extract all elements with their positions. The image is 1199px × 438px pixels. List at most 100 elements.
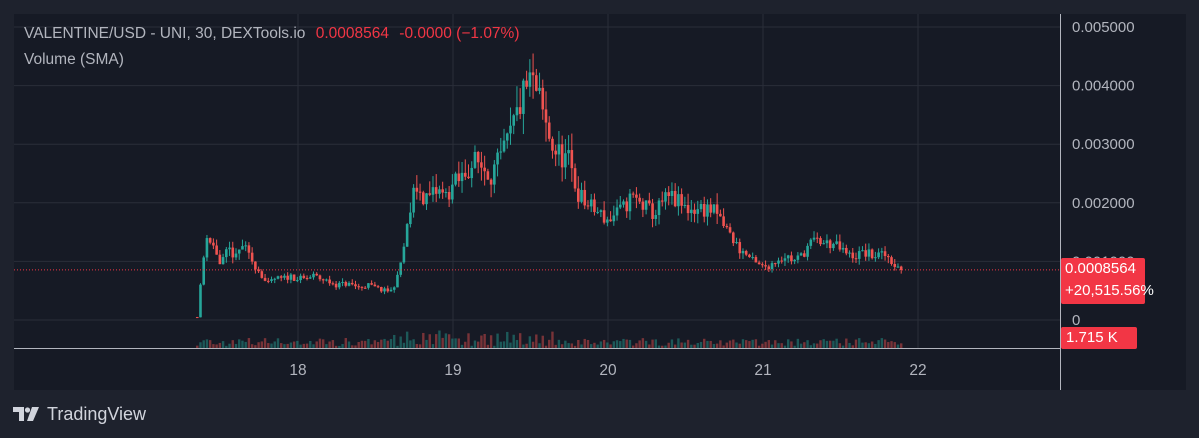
candle-body	[825, 240, 829, 244]
candle-body	[573, 168, 577, 189]
volume-bar	[890, 341, 893, 348]
candle-body	[602, 210, 606, 223]
candle-body	[283, 275, 286, 278]
volume-bar	[341, 344, 344, 348]
volume-bar	[328, 341, 331, 348]
volume-bar	[244, 341, 247, 348]
volume-bar	[393, 334, 396, 348]
volume-bar	[599, 341, 603, 348]
candle-body	[641, 201, 645, 210]
last-price-value: 0.0008564	[1065, 260, 1136, 277]
legend-symbol[interactable]: VALENTINE/USD - UNI, 30, DEXTools.io	[24, 25, 306, 42]
candle-body	[754, 257, 758, 263]
candle-body	[389, 289, 393, 292]
volume-bar	[412, 339, 415, 348]
volume-bar	[418, 344, 422, 348]
volume-bar	[528, 336, 532, 348]
volume-bar	[706, 340, 709, 348]
candle-body	[338, 282, 341, 288]
chart-area[interactable]: 0.0050000.0040000.0030000.0020000.001000…	[14, 14, 1186, 390]
candle-body	[428, 193, 432, 195]
candle-body	[544, 109, 548, 123]
x-tick-label: 22	[909, 362, 926, 379]
volume-bar	[596, 344, 599, 348]
candle-body	[347, 282, 351, 286]
candle-body	[635, 194, 638, 198]
candle-body	[773, 263, 777, 265]
volume-bar	[796, 338, 800, 348]
volume-bar	[548, 339, 551, 348]
volume-bar	[573, 345, 577, 348]
candle-body	[618, 204, 622, 208]
volume-bar	[267, 343, 270, 348]
volume-bar	[722, 345, 725, 348]
volume-bar	[748, 341, 751, 348]
candle-body	[851, 252, 855, 259]
candle-body	[470, 167, 474, 179]
volume-bar	[231, 340, 234, 348]
candle-body	[854, 258, 858, 260]
volume-bar	[828, 340, 832, 348]
candle-body	[237, 249, 241, 254]
volume-bar	[212, 344, 215, 348]
volume-bar	[870, 341, 874, 348]
volume-bar	[767, 340, 771, 348]
candle-body	[628, 193, 632, 212]
volume-bar	[331, 340, 335, 348]
candle-body	[812, 237, 816, 240]
candle-body	[822, 243, 826, 245]
candle-body	[208, 238, 212, 243]
candle-body	[790, 255, 793, 262]
volume-bar	[396, 345, 399, 348]
volume-bar	[625, 339, 628, 348]
volume-bar	[567, 343, 570, 348]
volume-bar	[590, 344, 593, 348]
chart-legend[interactable]: VALENTINE/USD - UNI, 30, DEXTools.io 0.0…	[24, 25, 520, 43]
candle-body	[648, 200, 651, 204]
volume-bar	[483, 333, 486, 348]
candle-body	[318, 275, 322, 280]
volume-bar	[476, 341, 480, 348]
volume-bar	[351, 345, 354, 348]
candle-body	[367, 283, 370, 288]
candle-body	[893, 264, 897, 267]
tradingview-logo[interactable]: TradingView	[13, 402, 146, 426]
volume-bar	[334, 345, 338, 348]
candle-body	[680, 194, 683, 206]
volume-bar	[680, 342, 683, 348]
price-chart[interactable]: 0.0050000.0040000.0030000.0020000.001000…	[14, 14, 1186, 390]
volume-bar	[525, 343, 528, 348]
volume-bar	[241, 340, 244, 348]
candle-body	[244, 245, 247, 247]
volume-bar	[225, 345, 228, 348]
candle-body	[683, 204, 687, 206]
candle-body	[606, 219, 609, 223]
volume-bar	[380, 339, 383, 348]
x-tick-label: 21	[754, 362, 771, 379]
candle-body	[234, 253, 238, 258]
volume-bar	[499, 341, 502, 348]
volume-bar	[809, 345, 812, 348]
candle-body	[344, 281, 348, 286]
legend-last-price: 0.0008564	[315, 25, 389, 42]
candle-body	[564, 153, 567, 168]
candle-body	[415, 187, 419, 192]
candle-body	[751, 257, 754, 259]
candle-body	[525, 80, 528, 87]
candle-body	[473, 151, 477, 168]
candle-body	[308, 277, 312, 279]
volume-bar	[506, 331, 509, 348]
candle-body	[202, 257, 206, 285]
volume-bar	[254, 345, 257, 348]
candle-body	[654, 215, 658, 219]
volume-bar	[735, 342, 738, 348]
volume-bar	[783, 345, 787, 348]
candle-body	[631, 193, 635, 195]
candle-body	[212, 242, 215, 246]
volume-legend[interactable]: Volume (SMA)	[24, 51, 124, 68]
candle-body	[803, 253, 806, 257]
candle-body	[541, 87, 545, 110]
candle-body	[380, 287, 383, 292]
volume-bar	[867, 343, 871, 348]
volume-bar	[670, 339, 674, 348]
